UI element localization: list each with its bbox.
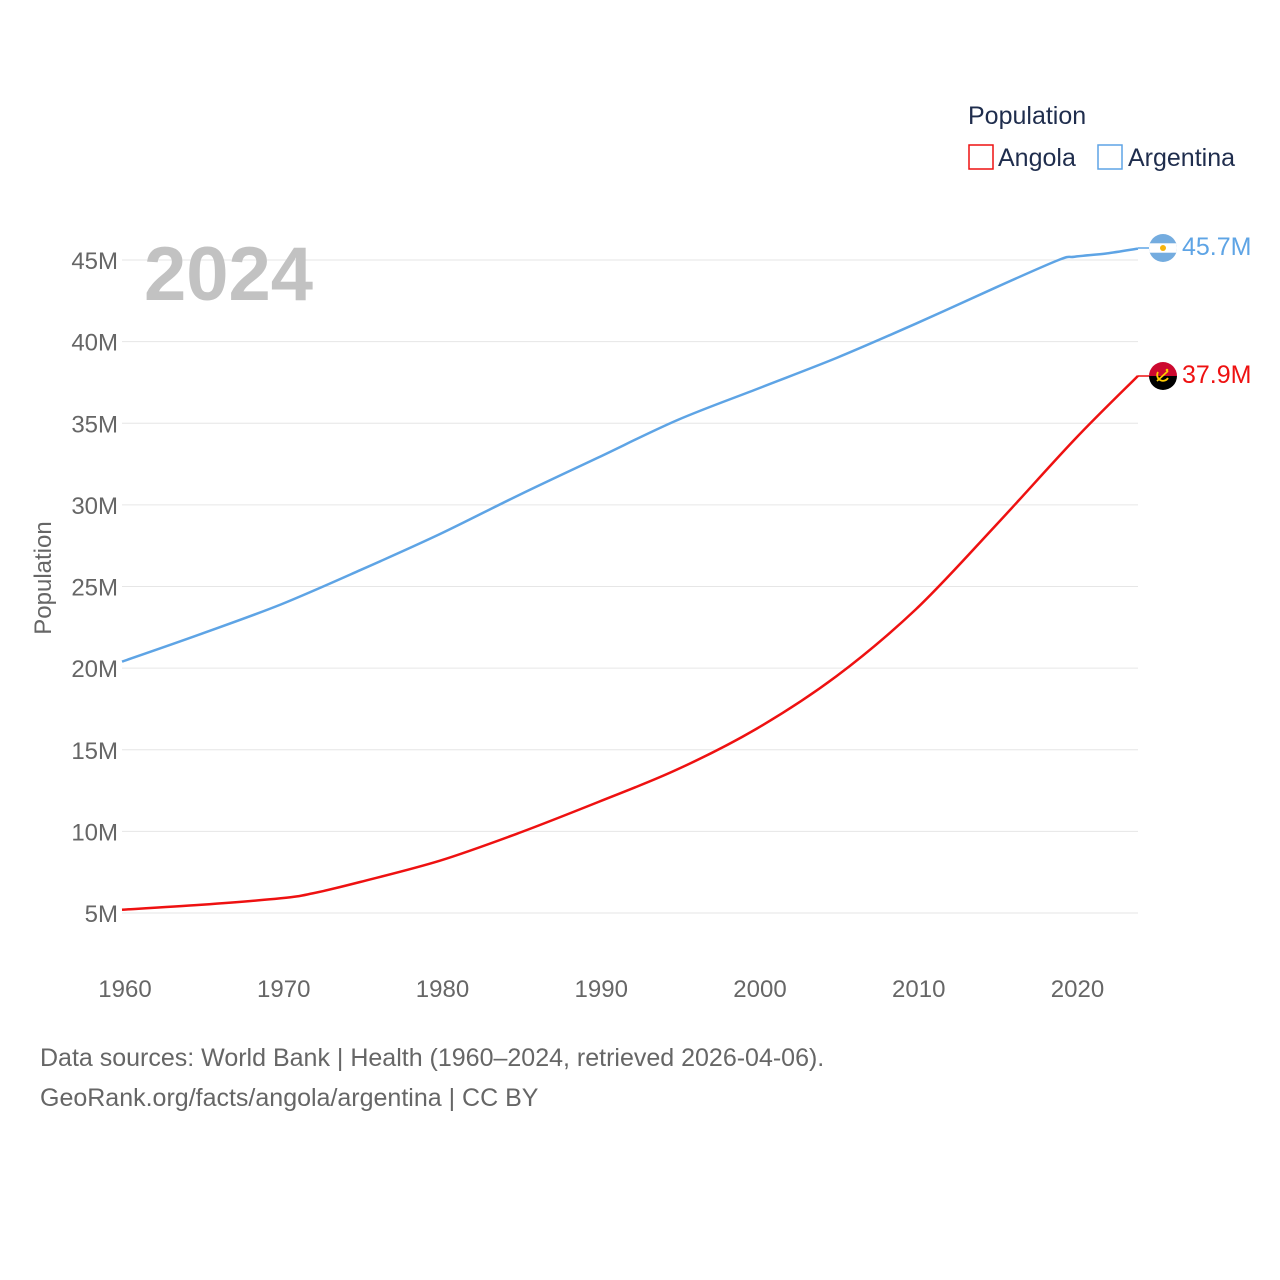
legend: Population Angola Argentina [968, 102, 1235, 172]
y-axis-ticks: 5M 10M 15M 20M 25M 30M 35M 40M 45M [71, 248, 118, 928]
angola-end-value: 37.9M [1182, 361, 1251, 389]
y-tick-label: 30M [71, 493, 118, 520]
year-label: 2024 [144, 232, 313, 317]
credit-link[interactable]: GeoRank.org/facts/angola/argentina | CC … [40, 1084, 539, 1112]
gridlines [122, 259, 1138, 914]
x-tick-label: 1960 [98, 976, 151, 1003]
data-source-note: Data sources: World Bank | Health (1960–… [40, 1044, 825, 1072]
legend-label-argentina: Argentina [1128, 144, 1235, 172]
series-lines [121, 247, 1139, 911]
y-tick-label: 20M [71, 656, 118, 683]
y-tick-label: 5M [85, 901, 118, 928]
legend-item-argentina[interactable]: Argentina [1097, 144, 1235, 172]
legend-item-angola[interactable]: Angola [968, 144, 1076, 172]
argentina-end-value: 45.7M [1182, 233, 1251, 261]
y-tick-label: 35M [71, 411, 118, 438]
line-chart: Population Angola Argentina 5M 10M 15M 20M 2… [30, 102, 1251, 1003]
x-tick-label: 1970 [257, 976, 310, 1003]
angola-flag-icon [1149, 362, 1177, 390]
x-tick-label: 2000 [733, 976, 786, 1003]
x-axis-ticks: 1960 1970 1980 1990 2000 2010 2020 [98, 976, 1104, 1003]
y-tick-label: 10M [71, 819, 118, 846]
legend-swatch-argentina [1097, 144, 1123, 170]
y-axis-title: Population [30, 521, 57, 634]
legend-label-angola: Angola [998, 144, 1076, 172]
legend-swatch-angola [968, 144, 994, 170]
argentina-flag-icon [1149, 234, 1177, 262]
legend-title: Population [968, 102, 1086, 130]
series-line-argentina[interactable] [121, 247, 1139, 663]
series-line-angola[interactable] [121, 375, 1139, 911]
x-tick-label: 2010 [892, 976, 945, 1003]
y-tick-label: 45M [71, 248, 118, 275]
x-tick-label: 1980 [416, 976, 469, 1003]
y-tick-label: 40M [71, 330, 118, 357]
x-tick-label: 2020 [1051, 976, 1104, 1003]
y-tick-label: 15M [71, 738, 118, 765]
y-tick-label: 25M [71, 575, 118, 602]
end-labels: 45.7M 37.9M [1138, 233, 1251, 390]
x-tick-label: 1990 [575, 976, 628, 1003]
